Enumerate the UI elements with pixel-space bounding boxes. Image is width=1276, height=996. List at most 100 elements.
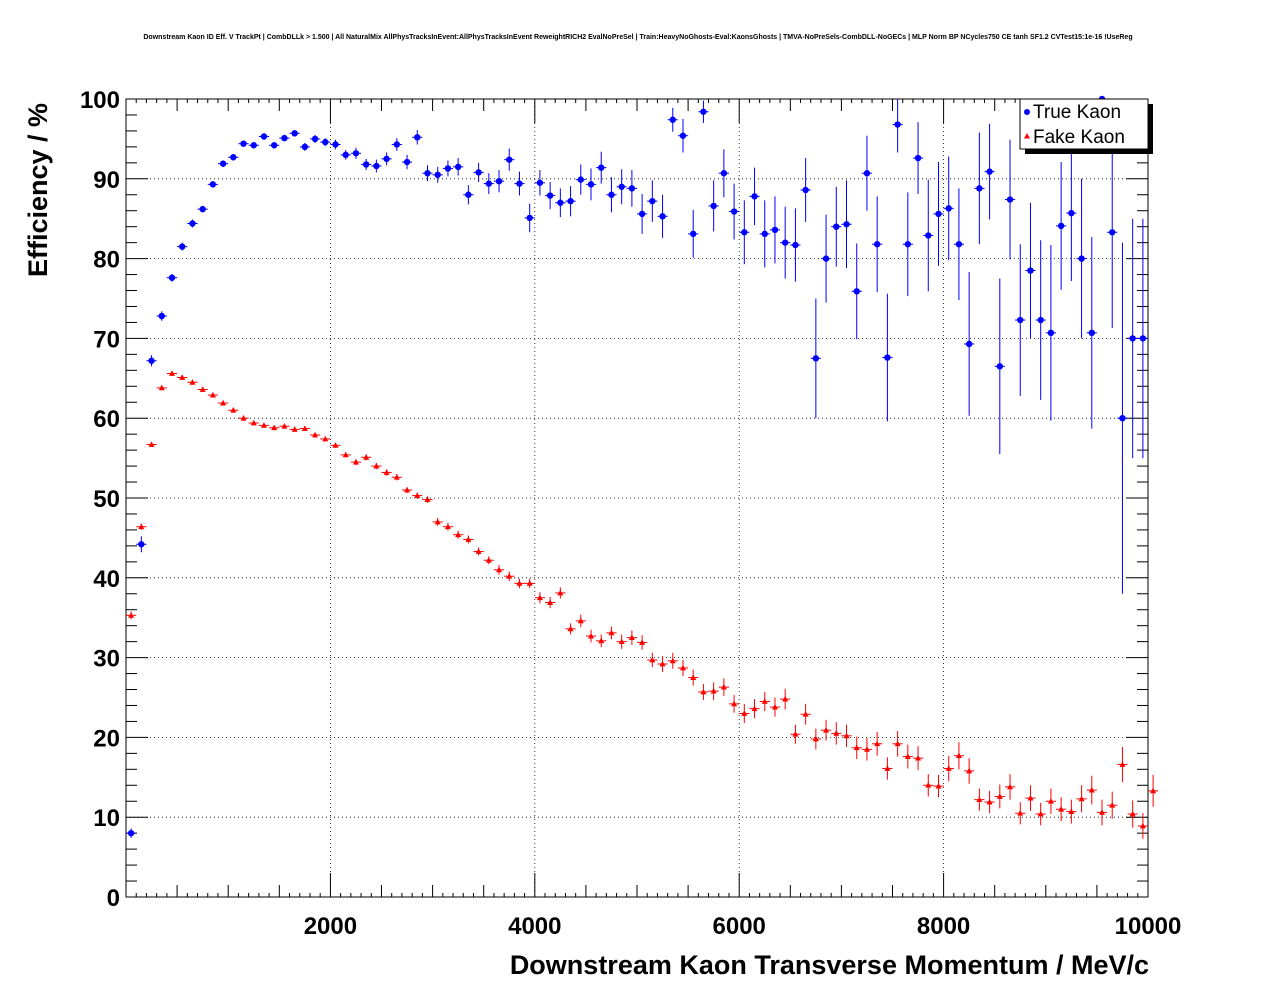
marker-triangle [516,580,523,586]
data-point [606,177,617,213]
marker-triangle [1078,795,1085,802]
marker-circle [454,163,462,171]
data-point [810,728,821,750]
x-tick-label: 10000 [1115,913,1182,940]
marker-circle [311,135,319,143]
marker-circle [618,183,625,190]
marker-triangle [945,765,952,771]
marker-circle [393,141,401,148]
marker-circle [383,155,390,163]
marker-triangle [966,767,973,774]
y-tick-label: 100 [80,87,120,114]
marker-triangle [588,632,595,639]
data-point [1076,178,1087,339]
marker-triangle [496,566,503,573]
marker-triangle [792,731,799,737]
marker-triangle [240,415,247,421]
data-point [790,208,801,282]
data-point [698,100,709,123]
marker-circle [812,355,820,362]
y-tick-label: 20 [93,725,120,752]
data-point [177,242,188,251]
marker-triangle [761,698,768,704]
data-point [432,517,443,526]
marker-triangle [700,688,707,695]
marker-triangle [179,374,186,380]
marker-circle [863,170,871,177]
data-point [473,547,484,556]
marker-triangle [148,441,155,447]
marker-circle [894,121,901,128]
marker-circle [158,312,165,320]
data-point [841,180,852,269]
data-point [136,536,147,553]
marker-circle [301,143,309,151]
data-point [1025,202,1036,339]
data-point [657,194,668,238]
tick-labels: 0 10 20 30 40 50 60 70 80 90 100 2000 4000 6000 8000 10… [80,87,1181,940]
marker-triangle [802,711,809,717]
data-point [933,162,944,266]
y-tick-label: 70 [93,326,120,353]
marker-circle [700,108,707,115]
marker-circle [914,154,922,162]
series-fake-kaon [126,370,1159,839]
data-point [350,458,362,466]
marker-circle [352,150,360,157]
data-point [626,630,637,645]
marker-circle [199,205,206,213]
marker-triangle [352,458,359,465]
marker-triangle [577,617,584,624]
data-point [463,185,474,205]
marker-triangle [363,454,370,460]
data-point [780,206,791,279]
marker-triangle [1007,783,1014,790]
marker-circle [373,162,380,170]
data-point [728,183,740,240]
x-tick-label: 8000 [917,913,970,940]
data-point [534,592,546,604]
data-point [616,169,627,205]
data-point [933,774,944,798]
marker-triangle [894,740,901,747]
marker-triangle [383,469,390,475]
marker-triangle [986,798,993,805]
data-point [514,578,525,589]
data-point [371,159,382,173]
marker-circle [219,160,227,167]
data-point [545,596,556,609]
data-point [637,635,648,650]
data-point [964,272,975,416]
data-point [647,652,658,668]
data-point [1107,136,1118,329]
marker-circle [240,140,247,147]
marker-circle [342,151,349,159]
marker-circle [761,230,768,238]
marker-circle [1139,335,1147,342]
data-point [483,173,494,194]
marker-circle [986,168,993,175]
marker-circle [659,213,666,220]
data-point [299,425,310,431]
legend-true-kaon-label: True Kaon [1033,102,1121,123]
marker-triangle [853,744,860,751]
data-point [197,205,208,213]
marker-circle [628,185,636,192]
marker-triangle [393,474,400,480]
data-point [872,731,883,756]
data-point [780,688,791,710]
marker-circle [434,171,441,179]
data-point [412,492,423,499]
marker-circle [873,241,881,248]
x-axis-label: Downstream Kaon Transverse Momentum / Me… [510,950,1149,980]
marker-triangle [158,384,165,391]
marker-circle [322,138,329,146]
marker-circle [679,132,687,139]
marker-circle [1017,316,1024,324]
y-tick-label: 30 [93,646,120,673]
data-point [1148,774,1159,807]
marker-triangle [128,612,135,618]
data-point [637,193,648,234]
marker-circle [444,165,452,172]
marker-circle [1078,255,1085,262]
